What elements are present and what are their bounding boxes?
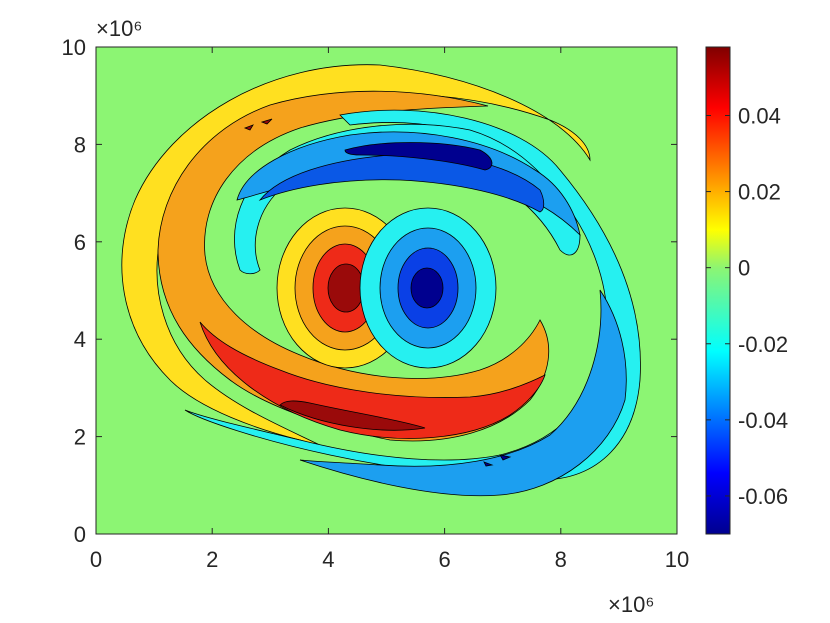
y-tick-label: 4 [74, 327, 86, 352]
contour-arm-blue [258, 153, 545, 213]
x-exponent-label: ×10⁶ [608, 592, 654, 617]
x-tick-label: 8 [555, 547, 567, 572]
y-tick-label: 0 [74, 522, 86, 547]
x-tick-label: 4 [322, 547, 334, 572]
contour-core-darkred [279, 400, 426, 431]
contour-fragment-2 [499, 454, 512, 461]
x-tick-label: 6 [438, 547, 450, 572]
axes-box [95, 46, 678, 535]
contour-arm-lightblue [299, 289, 627, 497]
contour-fills [121, 64, 641, 497]
colorbar-tick-label: 0 [738, 256, 750, 281]
y-tick-label: 8 [74, 132, 86, 157]
colorbar-tick-label: 0.02 [738, 180, 781, 205]
x-axis: 0 2 4 6 8 10 [90, 47, 689, 572]
y-exponent-label: ×10⁶ [96, 16, 142, 41]
colorbar-tick-label: -0.06 [738, 484, 788, 509]
colorbar [705, 46, 731, 535]
y-axis: 0 2 4 6 8 10 [62, 35, 677, 547]
y-tick-label: 2 [74, 425, 86, 450]
contour-monopole-pos-4 [327, 263, 365, 313]
colorbar-ticks: -0.06 -0.04 -0.02 0 0.02 0.04 [706, 103, 788, 509]
contour-monopole-neg-4 [410, 267, 444, 309]
x-tick-label: 10 [665, 547, 689, 572]
contour-fragment-1 [483, 461, 494, 467]
colorbar-tick-label: -0.02 [738, 332, 788, 357]
x-tick-label: 0 [90, 547, 102, 572]
contour-core-darkblue [344, 142, 493, 171]
y-tick-label: 10 [62, 35, 86, 60]
contour-fragment-3 [243, 124, 254, 131]
contour-arm-red [199, 321, 546, 439]
x-tick-label: 2 [206, 547, 218, 572]
contour-fragment-4 [260, 118, 273, 125]
colorbar-tick-label: -0.04 [738, 408, 788, 433]
y-tick-label: 6 [74, 230, 86, 255]
colorbar-tick-label: 0.04 [738, 103, 781, 128]
